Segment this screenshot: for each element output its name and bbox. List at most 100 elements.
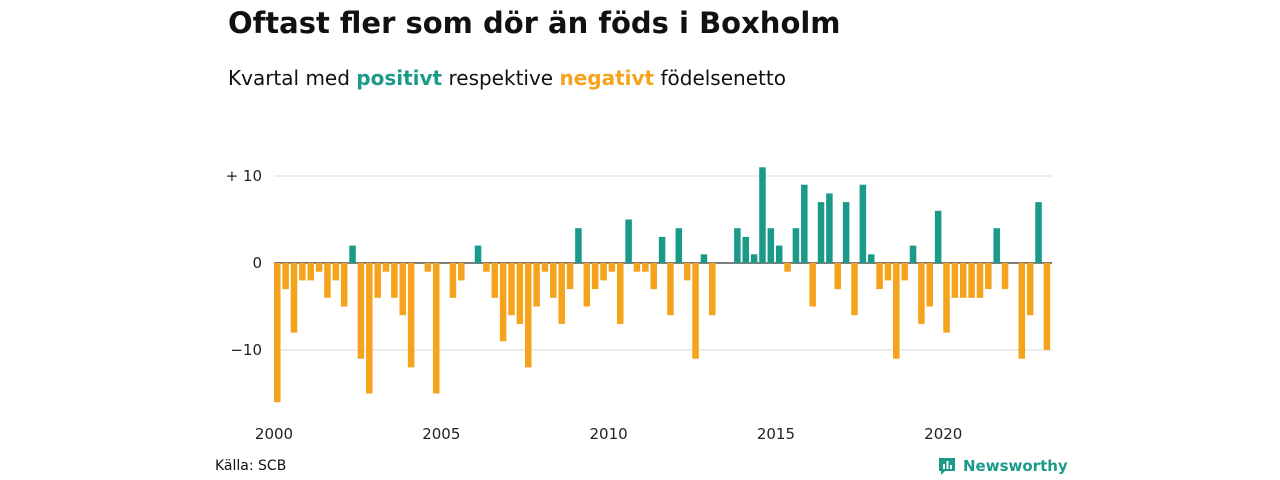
bar-negative [432,263,440,394]
bar-negative [667,263,674,316]
bar-negative [558,263,565,324]
x-tick-label: 2015 [757,425,795,443]
bars [274,167,1051,403]
bar-negative [315,263,323,272]
bar-positive [474,245,482,263]
chart-subtitle: Kvartal med positivt respektive negativt… [228,66,786,90]
bar-negative [391,263,398,298]
newsworthy-logo-icon [939,458,955,475]
bar-negative [959,263,967,298]
bar-negative [566,263,574,290]
subtitle-positive: positivt [356,66,443,90]
bar-negative [274,263,281,403]
bar-positive [909,245,917,263]
bar-negative [834,263,842,290]
bar-negative [633,263,641,272]
x-tick-label: 2000 [255,425,293,443]
bar-positive [842,202,850,263]
bar-negative [901,263,908,281]
bar-negative [968,263,975,298]
bar-negative [449,263,457,298]
bar-negative [683,263,691,281]
bar-negative [290,263,298,333]
bar-negative [893,263,900,359]
bar-positive [742,236,749,263]
bar-positive [775,245,783,263]
source-label: Källa: SCB [215,458,287,474]
bar-negative [424,263,432,272]
bar-negative [324,263,331,298]
bar-positive [625,219,632,263]
bar-positive [826,193,833,263]
brand: Newsworthy [937,456,1068,476]
bar-negative [642,263,649,272]
bar-positive [349,245,356,263]
bar-negative [709,263,716,316]
bar-positive [700,254,708,263]
subtitle-mid: respektive [442,66,560,90]
bar-positive [859,184,867,263]
bar-negative [499,263,507,342]
bar-negative [650,263,657,290]
bar-negative [382,263,390,272]
bar-negative [374,263,381,298]
bar-negative [491,263,499,298]
bar-negative [976,263,984,298]
bar-positive [759,167,766,263]
bar-negative [458,263,465,281]
bar-positive [575,228,582,263]
bar-negative [884,263,892,281]
bar-negative [943,263,950,333]
subtitle-pre: Kvartal med [228,66,357,90]
x-axis: 2000 2005 2010 2015 2020 [255,425,962,443]
bar-negative [809,263,816,307]
bar-positive [1035,202,1042,263]
chart-title: Oftast fler som dör än föds i Boxholm [228,6,841,40]
bar-negative [784,263,791,272]
y-tick-label: + 10 [226,167,262,185]
bar-positive [658,236,666,263]
bar-positive [867,254,875,263]
bar-negative [1001,263,1009,290]
bar-negative [1026,263,1034,316]
bar-negative [483,263,490,272]
bar-negative [524,263,532,368]
bar-negative [332,263,340,281]
subtitle-negative: negativt [559,66,655,90]
bar-negative [366,263,373,394]
bar-positive [734,228,741,263]
x-tick-label: 2005 [422,425,460,443]
bar-negative [508,263,515,316]
bar-negative [600,263,607,281]
bar-negative [307,263,314,281]
bar-positive [801,184,808,263]
bar-negative [583,263,591,307]
bar-negative [516,263,524,324]
bar-negative [357,263,365,359]
bar-positive [993,228,1000,263]
bar-negative [399,263,407,316]
bar-negative [1043,263,1051,350]
bar-positive [934,210,942,263]
y-tick-label: −10 [230,341,262,359]
bar-negative [918,263,925,324]
bar-negative [926,263,934,307]
bar-negative [608,263,616,272]
bar-positive [817,202,825,263]
bar-negative [692,263,699,359]
bar-positive [750,254,758,263]
bar-negative [541,263,549,272]
bar-negative [340,263,348,307]
bar-negative [591,263,599,290]
bar-positive [792,228,800,263]
bar-positive [675,228,683,263]
bar-negative [299,263,306,281]
bar-negative [851,263,858,316]
y-axis: + 10 0 −10 [226,167,262,359]
bar-negative [876,263,883,290]
brand-label: Newsworthy [963,457,1068,475]
y-tick-label: 0 [252,254,262,272]
bar-negative [282,263,289,290]
subtitle-post: födelsenetto [654,66,786,90]
